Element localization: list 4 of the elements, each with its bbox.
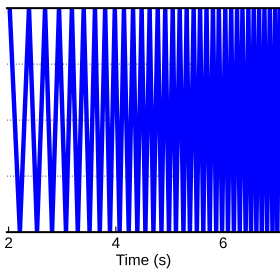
x-tick-label: 6 xyxy=(220,237,227,248)
x-axis-title: Time (s) xyxy=(116,254,170,268)
x-tick-label: 4 xyxy=(112,238,120,248)
x-tick-label: 2 xyxy=(5,237,12,248)
